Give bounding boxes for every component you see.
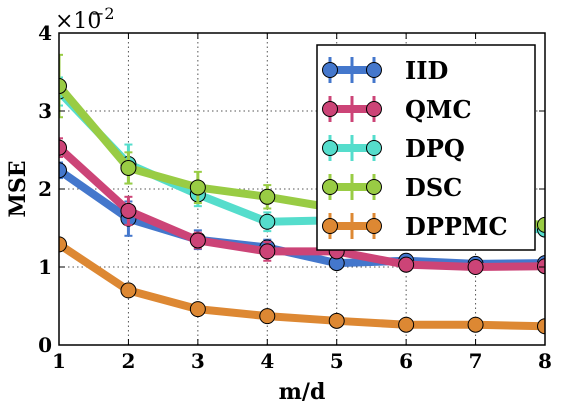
legend-marker bbox=[322, 62, 338, 78]
legend-label: DPQ bbox=[405, 134, 465, 163]
y-tick-label: 2 bbox=[38, 177, 52, 201]
legend-marker bbox=[366, 218, 382, 234]
y-scale-label: ×10 −2 bbox=[55, 4, 115, 34]
legend-entry-dppmc: DPPMC bbox=[322, 212, 508, 241]
data-point bbox=[537, 258, 545, 275]
legend-marker bbox=[366, 140, 382, 156]
x-tick-label: 8 bbox=[538, 349, 552, 373]
data-point bbox=[328, 312, 345, 329]
x-tick-label: 3 bbox=[191, 349, 205, 373]
legend-label: IID bbox=[405, 56, 448, 85]
legend-marker bbox=[366, 62, 382, 78]
data-point bbox=[467, 259, 484, 275]
legend-label: QMC bbox=[405, 95, 472, 124]
data-point bbox=[120, 202, 137, 219]
legend-marker bbox=[322, 179, 338, 195]
legend-marker bbox=[366, 101, 382, 117]
x-tick-label: 7 bbox=[469, 349, 483, 373]
series-line bbox=[59, 240, 545, 331]
legend: IID QMC DPQ DSC DPPMC bbox=[316, 44, 536, 251]
y-tick-label: 3 bbox=[38, 99, 52, 123]
y-tick-label: 1 bbox=[38, 255, 52, 279]
data-point bbox=[398, 316, 415, 333]
data-point bbox=[537, 216, 545, 233]
data-point bbox=[259, 308, 276, 325]
legend-marker bbox=[366, 179, 382, 195]
legend-entry-dsc: DSC bbox=[322, 173, 462, 202]
data-point bbox=[259, 213, 276, 230]
series-qmc bbox=[59, 137, 545, 275]
data-point bbox=[467, 316, 484, 333]
data-point bbox=[398, 256, 415, 273]
legend-entry-dpq: DPQ bbox=[322, 134, 465, 163]
legend-marker bbox=[322, 101, 338, 117]
data-point bbox=[537, 318, 545, 335]
y-tick-label: 4 bbox=[38, 21, 52, 45]
data-point bbox=[120, 159, 137, 176]
data-point bbox=[189, 179, 206, 196]
legend-label: DPPMC bbox=[405, 212, 508, 241]
legend-label: DSC bbox=[405, 173, 462, 202]
y-tick-label: 0 bbox=[38, 333, 52, 357]
data-point bbox=[59, 236, 67, 253]
data-point bbox=[59, 139, 67, 156]
x-tick-label: 5 bbox=[330, 349, 344, 373]
data-point bbox=[120, 282, 137, 299]
series-line bbox=[59, 143, 545, 271]
legend-entry-iid: IID bbox=[322, 56, 448, 85]
x-tick-label: 4 bbox=[260, 349, 274, 373]
legend-marker bbox=[322, 218, 338, 234]
legend-entry-qmc: QMC bbox=[322, 95, 472, 124]
data-point bbox=[189, 232, 206, 249]
data-point bbox=[59, 78, 67, 95]
y-scale-multiplier: ×10 bbox=[55, 9, 101, 34]
series-dppmc bbox=[59, 236, 545, 335]
data-point bbox=[189, 301, 206, 318]
data-point bbox=[259, 243, 276, 260]
data-point bbox=[259, 188, 276, 205]
data-point bbox=[59, 162, 67, 179]
x-axis-label: m/d bbox=[279, 379, 326, 405]
y-axis-label: MSE bbox=[5, 160, 31, 217]
x-tick-label: 1 bbox=[52, 349, 66, 373]
y-scale-exponent: −2 bbox=[91, 4, 115, 23]
x-tick-label: 6 bbox=[399, 349, 413, 373]
legend-marker bbox=[322, 140, 338, 156]
x-tick-label: 2 bbox=[121, 349, 135, 373]
